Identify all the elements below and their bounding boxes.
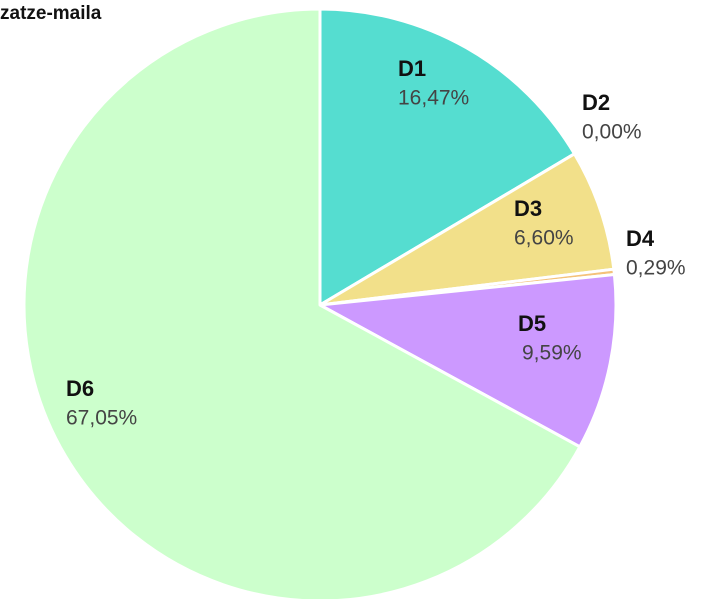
slice-label: D1 (398, 56, 426, 81)
chart-title: zatze-maila (0, 3, 102, 24)
pie-slice (318, 7, 576, 307)
slice-label: D3 (514, 196, 542, 221)
pie-slice (318, 273, 618, 449)
slice-label: D5 (518, 311, 546, 336)
pie-slice (318, 152, 616, 307)
slice-value-label: 0,00% (582, 121, 642, 144)
slice-value-label: 0,29% (626, 257, 686, 280)
slice-label: D2 (582, 90, 610, 115)
slice-value-label: 67,05% (66, 407, 137, 430)
slice-label: D6 (66, 376, 94, 401)
pie-slice (22, 7, 582, 599)
pie (22, 7, 618, 599)
slice-value-label: 6,60% (514, 227, 574, 250)
slice-value-label: 9,59% (522, 342, 582, 365)
slice-value-label: 16,47% (398, 87, 469, 110)
slice-label: D4 (626, 226, 655, 251)
